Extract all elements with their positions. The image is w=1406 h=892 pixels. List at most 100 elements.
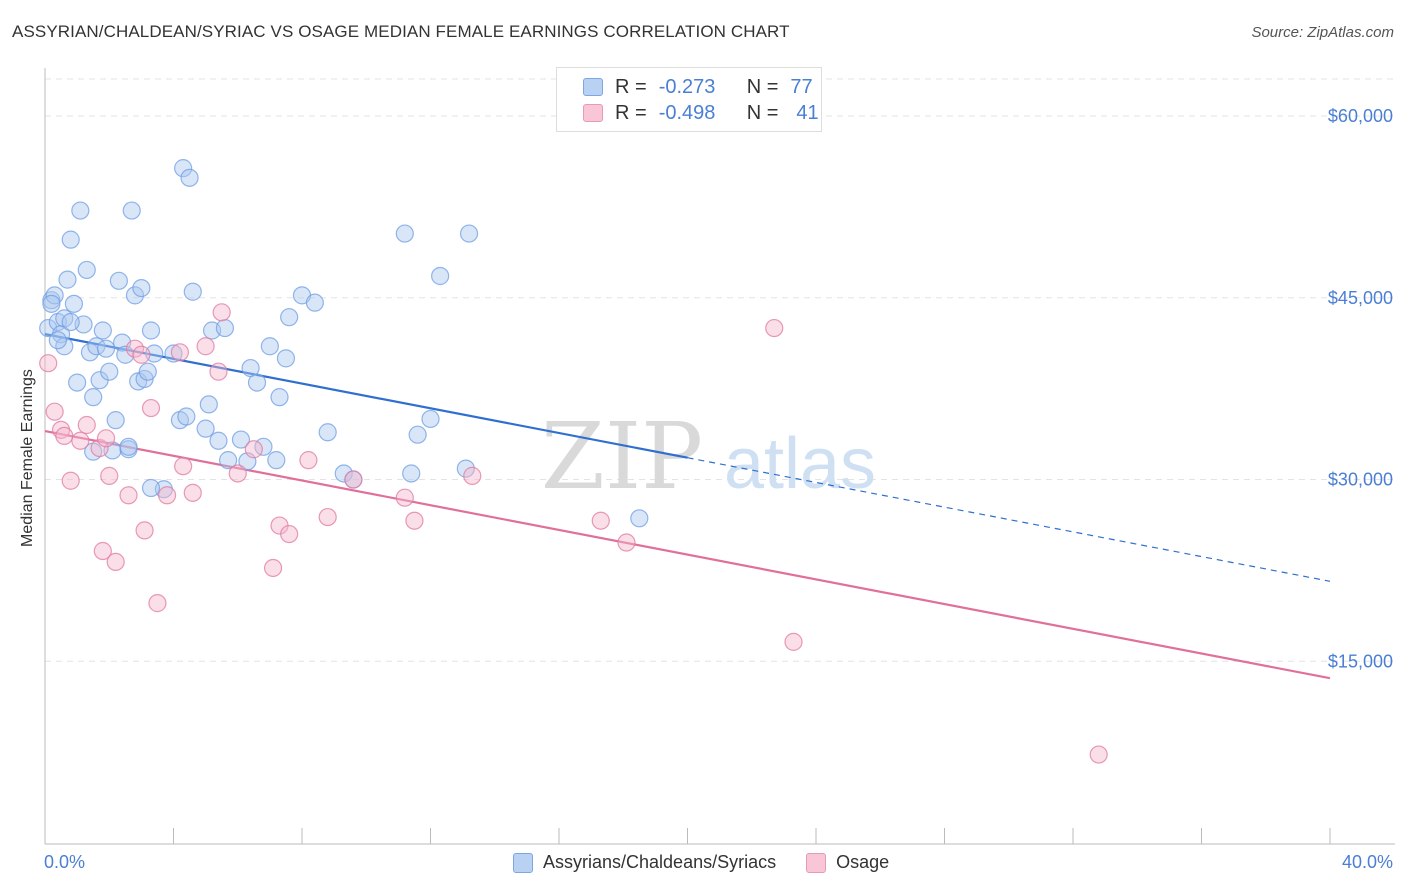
assyrian-point	[61, 312, 80, 332]
assyrian-point	[431, 266, 450, 286]
legend-item-assyrian[interactable]: Assyrians/Chaldeans/Syriacs	[513, 852, 776, 873]
assyrian-point	[141, 321, 161, 340]
assyrian-point	[174, 159, 193, 178]
assyrian-point	[48, 331, 67, 350]
assyrian-point	[84, 388, 103, 407]
legend-n-value: 41	[796, 101, 819, 124]
legend-item-osage[interactable]: Osage	[806, 852, 889, 873]
osage-point	[591, 511, 610, 530]
assyrian-point	[402, 464, 421, 483]
assyrian-point	[199, 395, 218, 414]
osage-point	[183, 483, 202, 502]
assyrian-point	[132, 278, 151, 298]
osage-point	[1089, 745, 1108, 764]
assyrian-point	[64, 294, 84, 313]
osage-point	[170, 343, 190, 362]
assyrian-point	[96, 339, 116, 358]
osage-point	[765, 318, 784, 338]
watermark-atlas: atlas	[724, 424, 876, 504]
trendlines	[44, 333, 1331, 680]
assyrian-point	[408, 425, 427, 444]
source-label: Source: ZipAtlas.com	[1251, 24, 1394, 41]
assyrian-point	[209, 431, 228, 450]
assyrian-point	[270, 388, 289, 407]
legend-r-label: R =	[615, 75, 647, 98]
osage-point	[39, 354, 58, 373]
osage-point	[299, 451, 318, 470]
assyrian-point	[196, 419, 215, 438]
legend-swatch-blue	[513, 852, 533, 873]
assyrian-point	[231, 430, 251, 449]
osage-point	[71, 431, 90, 450]
osage-point	[174, 457, 193, 476]
legend-n-label: N =	[746, 75, 779, 98]
osage-point	[280, 524, 299, 544]
assyrian-point	[456, 459, 475, 478]
assyrian-point	[141, 478, 161, 498]
x-tick-max: 40.0%	[1341, 852, 1393, 872]
legend-n-value: 77	[790, 75, 813, 98]
assyrian-point	[276, 349, 296, 368]
osage-point	[93, 541, 112, 561]
assyrian-point	[630, 509, 649, 528]
assyrian-point	[138, 362, 157, 381]
legend-row-assyrian: R = -0.273 N = 77	[583, 75, 813, 99]
legend-row-osage: R = -0.498 N = 41	[583, 101, 819, 125]
assyrian-point	[58, 270, 77, 289]
assyrian-point	[68, 373, 87, 392]
osage-point	[55, 426, 74, 446]
osage-point	[132, 345, 151, 364]
assyrian-point	[116, 345, 135, 364]
assyrian-point	[93, 321, 112, 340]
legend-swatch-pink	[583, 104, 603, 122]
assyrian-point	[459, 224, 479, 243]
osage-point	[228, 464, 247, 483]
watermark: ZIP atlas	[541, 403, 876, 510]
y-tick-label: $60,000	[1328, 106, 1393, 126]
osage-point	[196, 337, 215, 356]
osage-point	[45, 402, 64, 421]
assyrian-point	[267, 451, 286, 470]
assyrian-point	[280, 308, 299, 327]
legend-label-assyrian: Assyrians/Chaldeans/Syriacs	[543, 852, 777, 872]
osage-point	[617, 533, 636, 552]
assyrian-point	[215, 318, 234, 338]
osage-point	[106, 552, 125, 572]
osage-point	[148, 594, 167, 613]
osage-point	[344, 470, 363, 489]
osage-point	[263, 558, 283, 578]
osage-point	[209, 362, 228, 381]
osage-point	[463, 466, 482, 485]
assyrian-point	[100, 362, 119, 381]
assyrian-point	[180, 168, 199, 187]
assyrian-point	[305, 293, 324, 312]
legend-swatch-pink	[806, 852, 827, 873]
data-points	[39, 159, 1108, 764]
osage-point	[395, 488, 414, 507]
legend-n-label: N =	[746, 101, 779, 124]
axes	[44, 68, 1395, 845]
y-tick-label: $15,000	[1328, 651, 1393, 671]
osage-point	[244, 440, 263, 459]
y-tick-labels: $15,000 $30,000 $45,000 $60,000	[1328, 106, 1393, 671]
assyrian-point	[318, 423, 337, 442]
assyrian-point	[247, 373, 267, 392]
osage-point	[119, 486, 138, 505]
osage-trendline	[44, 429, 1331, 680]
assyrian-point	[42, 294, 61, 313]
assyrian-point	[109, 271, 128, 290]
osage-point	[784, 632, 803, 651]
y-tick-label: $45,000	[1328, 288, 1393, 308]
assyrian-trendline	[44, 333, 688, 459]
assyrian-point	[125, 286, 145, 305]
osage-point	[77, 415, 96, 435]
osage-point	[61, 471, 80, 490]
chart-title: ASSYRIAN/CHALDEAN/SYRIAC VS OSAGE MEDIAN…	[12, 22, 790, 41]
assyrian-point	[164, 344, 183, 363]
assyrian-point	[260, 337, 279, 356]
assyrian-point	[183, 282, 202, 301]
correlation-legend: R = -0.273 N = 77 R = -0.498 N = 41	[556, 67, 822, 132]
assyrian-point	[219, 451, 238, 470]
osage-point	[96, 429, 116, 448]
